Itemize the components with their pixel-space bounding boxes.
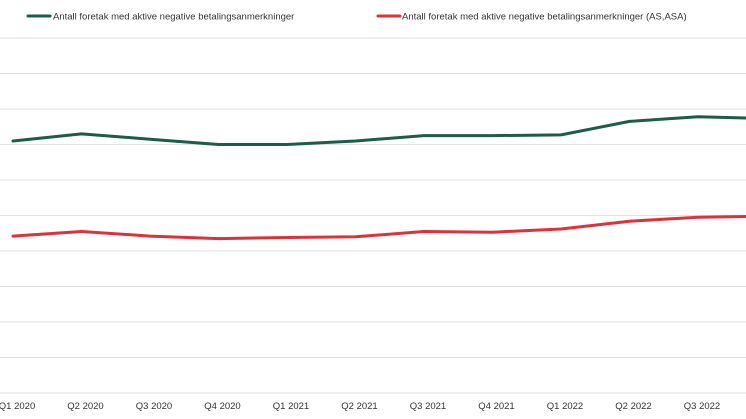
legend: Antall foretak med aktive negative betal…: [26, 12, 687, 23]
x-tick-label: Q2 2021: [341, 401, 377, 412]
x-tick-label: Q4 2021: [478, 401, 514, 412]
x-tick-label: Q1 2022: [547, 401, 583, 412]
x-tick-label: Q2 2020: [67, 401, 103, 412]
series-lines: [11, 115, 746, 241]
series-line-1: [11, 115, 746, 146]
grid-lines: [0, 37, 746, 394]
legend-label-2: Antall foretak med aktive negative betal…: [402, 12, 687, 23]
x-tick-label: Q1 2021: [273, 401, 309, 412]
x-tick-label: Q4 2020: [204, 401, 240, 412]
x-tick-label: Q1 2020: [0, 401, 35, 412]
x-tick-label: Q3 2020: [136, 401, 172, 412]
x-tick-label: Q3 2021: [410, 401, 446, 412]
series-line-2: [11, 215, 746, 241]
x-tick-label: Q3 2022: [684, 401, 720, 412]
x-tick-label: Q2 2022: [615, 401, 651, 412]
legend-label-1: Antall foretak med aktive negative betal…: [53, 12, 294, 23]
x-axis: Q1 2020 Q2 2020 Q3 2020 Q4 2020 Q1 2021 Q2 20…: [0, 401, 720, 412]
